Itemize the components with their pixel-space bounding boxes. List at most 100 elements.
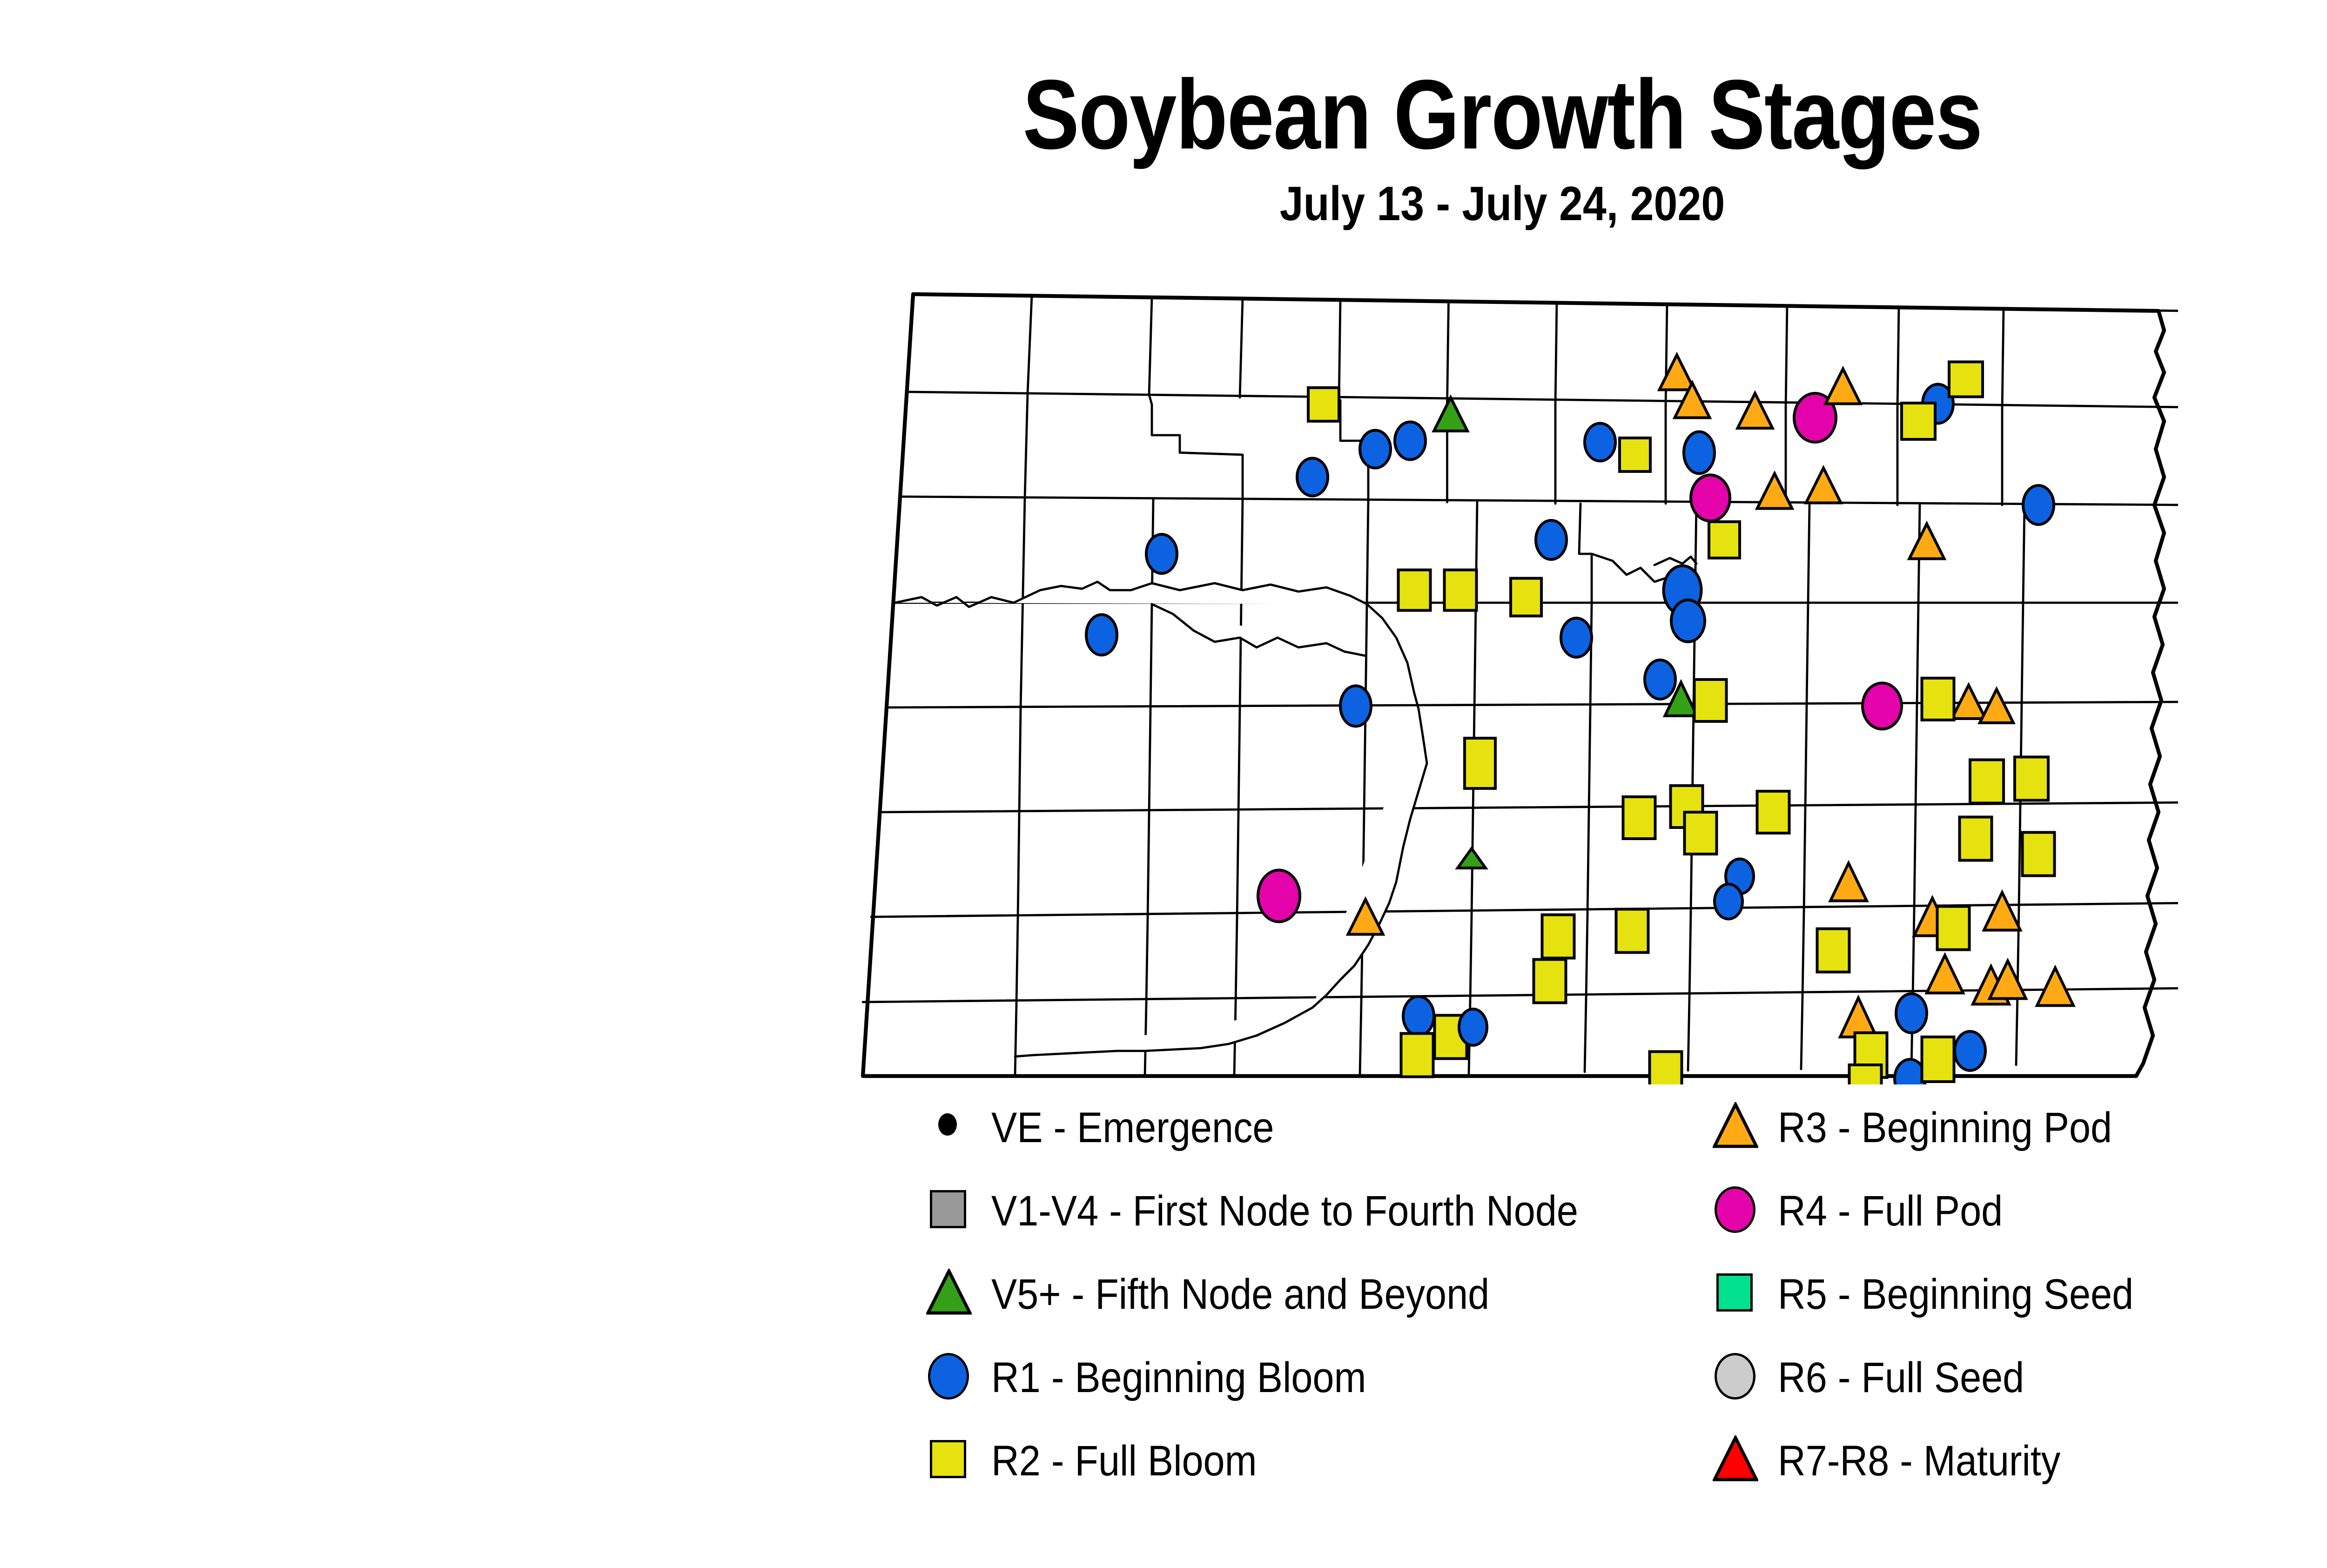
map-marker-r3[interactable] bbox=[1672, 379, 1712, 419]
map-marker-r2[interactable] bbox=[1693, 678, 1728, 723]
map-marker-r2[interactable] bbox=[1618, 437, 1652, 473]
map-marker-r2[interactable] bbox=[1399, 1032, 1435, 1078]
legend-label-r7-r8: R7-R8 - Maturity bbox=[1778, 1437, 2061, 1485]
legend-swatch-r7-r8 bbox=[1708, 1432, 1764, 1483]
map-marker-r2[interactable] bbox=[1397, 568, 1432, 612]
map-marker-r4[interactable] bbox=[1257, 868, 1301, 923]
map-marker-r1[interactable] bbox=[2022, 484, 2055, 526]
map-marker-r1[interactable] bbox=[1670, 599, 1706, 643]
legend-label-v1-v4: V1-V4 - First Node to Fourth Node bbox=[991, 1187, 1578, 1235]
legend-swatch-r4 bbox=[1708, 1182, 1764, 1233]
legend-swatch-ellipse-icon bbox=[928, 1353, 969, 1400]
map-marker-r2[interactable] bbox=[1969, 758, 2005, 805]
map-marker-r1[interactable] bbox=[1560, 617, 1593, 659]
map-marker-r1[interactable] bbox=[1339, 684, 1372, 728]
map-marker-r3[interactable] bbox=[1803, 464, 1843, 505]
map-marker-r3[interactable] bbox=[1657, 351, 1697, 391]
map-marker-r1[interactable] bbox=[1895, 992, 1928, 1034]
map-marker-r3[interactable] bbox=[1828, 860, 1869, 902]
map-marker-r3[interactable] bbox=[1987, 957, 2028, 1000]
map-marker-r2[interactable] bbox=[1532, 958, 1567, 1004]
map-marker-r3[interactable] bbox=[2035, 964, 2076, 1007]
map-marker-r1[interactable] bbox=[1643, 659, 1677, 700]
legend-label-r2: R2 - Full Bloom bbox=[991, 1437, 1257, 1485]
legend-label-r1: R1 - Beginning Bloom bbox=[991, 1354, 1366, 1401]
state-outline bbox=[861, 292, 2166, 1078]
legend-swatch-r5 bbox=[1708, 1265, 1764, 1316]
map-marker-r1[interactable] bbox=[1145, 533, 1178, 575]
map-marker-r2[interactable] bbox=[1920, 1036, 1956, 1083]
legend-swatch-square-icon bbox=[930, 1440, 966, 1478]
map-marker-r2[interactable] bbox=[1307, 386, 1340, 423]
map-marker-r2[interactable] bbox=[1463, 737, 1497, 790]
map-marker-r1[interactable] bbox=[1583, 422, 1617, 463]
map-marker-r2[interactable] bbox=[1948, 360, 1984, 398]
legend-swatch-square-icon bbox=[1716, 1273, 1753, 1312]
map-marker-r2[interactable] bbox=[1900, 402, 1937, 441]
map-marker-r3[interactable] bbox=[1924, 952, 1965, 995]
map-marker-r2[interactable] bbox=[1614, 908, 1650, 954]
map-marker-r3[interactable] bbox=[1735, 390, 1775, 430]
map-marker-r1[interactable] bbox=[1402, 995, 1435, 1037]
map-marker-r3[interactable] bbox=[1838, 994, 1879, 1038]
legend-label-v5-: V5+ - Fifth Node and Beyond bbox=[991, 1271, 1490, 1318]
map-marker-r1[interactable] bbox=[1953, 1030, 1987, 1072]
map-marker-r4[interactable] bbox=[1689, 473, 1731, 523]
map-marker-r3[interactable] bbox=[1977, 686, 2016, 724]
map-marker-r2[interactable] bbox=[2021, 831, 2056, 877]
map-marker-r2[interactable] bbox=[2013, 755, 2050, 802]
map-marker-r3[interactable] bbox=[1907, 520, 1947, 560]
legend-swatch-r6 bbox=[1708, 1348, 1764, 1400]
map-marker-r2[interactable] bbox=[1683, 811, 1718, 855]
legend-swatch-r2 bbox=[921, 1432, 977, 1483]
map-marker-r1[interactable] bbox=[1359, 429, 1392, 470]
title-block: Soybean Growth Stages July 13 - July 24,… bbox=[0, 59, 2327, 231]
legend-swatch-v5- bbox=[921, 1265, 977, 1316]
map-marker-r2[interactable] bbox=[1936, 905, 1971, 951]
legend-label-r3: R3 - Beginning Pod bbox=[1778, 1104, 2112, 1151]
map-marker-r2[interactable] bbox=[1509, 577, 1543, 618]
map-marker-r1[interactable] bbox=[1682, 430, 1716, 475]
legend-swatch-triangle-icon bbox=[1713, 1102, 1758, 1148]
map-marker-r1[interactable] bbox=[1085, 613, 1118, 657]
legend-swatch-dot-icon bbox=[938, 1113, 957, 1136]
map-marker-r2[interactable] bbox=[1540, 913, 1576, 960]
map-marker-r2[interactable] bbox=[1648, 1050, 1683, 1085]
map-marker-r3[interactable] bbox=[1755, 470, 1795, 510]
map-marker-r1[interactable] bbox=[1713, 882, 1744, 921]
legend-label-r6: R6 - Full Seed bbox=[1778, 1354, 2024, 1401]
map-marker-r3[interactable] bbox=[1345, 896, 1385, 936]
legend-swatch-r1 bbox=[921, 1348, 977, 1400]
map-marker-v5-[interactable] bbox=[1432, 394, 1470, 432]
legend-swatch-triangle-icon bbox=[1713, 1435, 1758, 1481]
legend-label-ve: VE - Emergence bbox=[991, 1104, 1274, 1151]
map-marker-r2[interactable] bbox=[1920, 677, 1956, 721]
map-marker-r2[interactable] bbox=[1621, 795, 1657, 840]
legend-label-r5: R5 - Beginning Seed bbox=[1778, 1271, 2134, 1318]
map-marker-r2[interactable] bbox=[1958, 815, 1993, 862]
legend-swatch-v1-v4 bbox=[921, 1182, 977, 1233]
map-marker-r3[interactable] bbox=[1823, 365, 1863, 405]
map-marker-r1[interactable] bbox=[1393, 420, 1427, 461]
county-boundaries bbox=[861, 293, 2178, 1077]
page-subtitle: July 13 - July 24, 2020 bbox=[1279, 177, 1725, 231]
map-marker-r2[interactable] bbox=[1816, 927, 1851, 974]
map-marker-r1[interactable] bbox=[1296, 457, 1329, 498]
legend-swatch-triangle-icon bbox=[926, 1269, 972, 1315]
map-marker-r2[interactable] bbox=[1708, 520, 1741, 559]
map-marker-r2[interactable] bbox=[1848, 1063, 1883, 1084]
map-marker-r2[interactable] bbox=[1443, 568, 1478, 612]
map-marker-r2[interactable] bbox=[1755, 790, 1791, 834]
map-marker-r4[interactable] bbox=[1793, 392, 1837, 444]
map-marker-v5-[interactable] bbox=[1455, 846, 1488, 869]
map-marker-v5-[interactable] bbox=[1662, 679, 1700, 717]
map-markers-layer[interactable] bbox=[1085, 351, 2076, 1085]
map-marker-r1[interactable] bbox=[1534, 519, 1568, 561]
legend-swatch-square-icon bbox=[930, 1190, 966, 1228]
north-dakota-county-map[interactable] bbox=[852, 275, 2178, 1084]
map-marker-r3[interactable] bbox=[1982, 889, 2023, 932]
map-marker-r4[interactable] bbox=[1861, 681, 1903, 731]
map-marker-r1[interactable] bbox=[1458, 1008, 1488, 1047]
map-marker-r3[interactable] bbox=[1950, 682, 1988, 720]
page-title: Soybean Growth Stages bbox=[1022, 59, 1983, 169]
